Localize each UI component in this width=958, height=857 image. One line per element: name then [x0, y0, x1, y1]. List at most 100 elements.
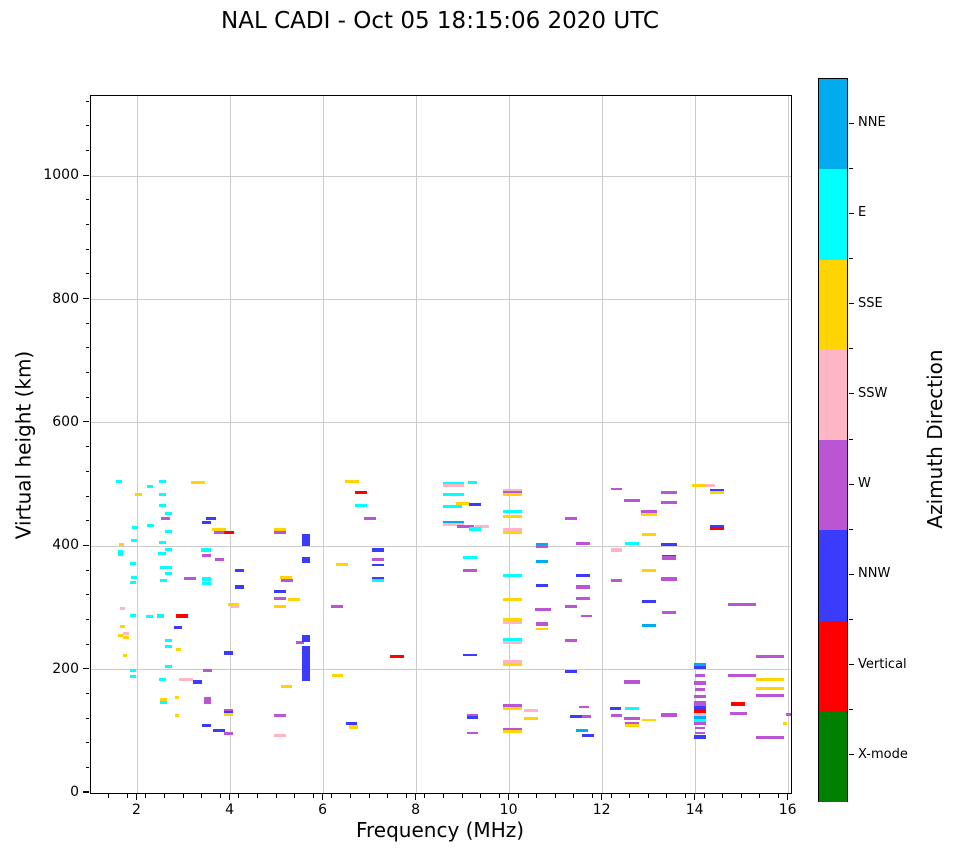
echo-mark-e — [117, 549, 124, 553]
echo-mark-w — [281, 578, 293, 582]
echo-mark-w — [610, 714, 623, 718]
echo-mark-w — [580, 614, 593, 617]
colorbar-label: Azimuth Direction — [923, 349, 947, 529]
echo-mark-sse — [134, 492, 142, 496]
echo-mark-nnw — [468, 503, 481, 507]
x-tick — [414, 794, 417, 800]
echo-mark-nnw — [372, 548, 384, 552]
y-minor-tick — [85, 125, 89, 127]
echo-mark-e — [503, 574, 522, 578]
y-minor-tick — [85, 717, 89, 719]
x-tick — [321, 794, 324, 800]
echo-mark-sse — [191, 481, 205, 485]
echo-mark-ssw — [230, 605, 240, 609]
echo-mark-v — [694, 708, 707, 714]
y-tick-label: 1000 — [43, 167, 79, 184]
echo-mark-sse — [123, 636, 129, 640]
x-axis-label: Frequency (MHz) — [355, 818, 525, 842]
y-minor-tick — [85, 766, 89, 768]
x-gridline — [323, 96, 325, 793]
echo-mark-w — [756, 654, 785, 658]
echo-mark-w — [579, 705, 589, 708]
echo-mark-e — [130, 613, 136, 617]
echo-mark-sse — [122, 653, 128, 657]
echo-mark-e — [117, 552, 124, 556]
x-minor-tick — [461, 794, 463, 798]
echo-mark-nne — [694, 715, 707, 719]
echo-mark-nnw — [206, 516, 216, 521]
echo-mark-e — [165, 639, 173, 643]
y-tick — [83, 791, 89, 793]
x-minor-tick — [424, 794, 426, 798]
colorbar — [818, 78, 848, 802]
echo-mark-w — [576, 585, 591, 589]
echo-mark-sse — [336, 562, 348, 566]
colorbar-segment-nne — [819, 79, 847, 170]
x-tick-label: 14 — [685, 802, 704, 818]
x-gridline — [416, 96, 418, 793]
echo-mark-w — [331, 605, 343, 609]
echo-mark-e — [131, 525, 138, 529]
colorbar-tick — [849, 483, 855, 485]
echo-mark-w — [372, 557, 384, 561]
echo-mark-w — [565, 516, 577, 521]
y-minor-tick — [85, 470, 89, 472]
y-tick — [83, 668, 89, 670]
x-minor-tick — [722, 794, 723, 798]
x-minor-tick — [666, 794, 668, 798]
echo-mark-nnw — [192, 680, 203, 684]
x-minor-tick — [740, 794, 742, 798]
echo-mark-ssw — [705, 484, 716, 488]
echo-mark-e — [131, 538, 138, 542]
echo-mark-sse — [782, 722, 788, 726]
x-minor-tick — [368, 794, 370, 798]
x-minor-tick — [350, 794, 351, 798]
echo-mark-w — [661, 556, 676, 560]
echo-mark-w — [503, 491, 522, 495]
echo-mark-nnw — [694, 735, 707, 739]
echo-mark-sse — [641, 568, 656, 572]
echo-mark-nnw — [581, 734, 594, 738]
colorbar-tick — [849, 122, 855, 124]
echo-mark-nnw — [202, 724, 212, 728]
echo-mark-w — [295, 640, 304, 645]
colorbar-tick-label-ssw: SSW — [858, 385, 888, 401]
echo-mark-e — [146, 615, 154, 619]
echo-mark-nne — [443, 520, 465, 524]
x-minor-tick — [647, 794, 649, 798]
echo-mark-nnw — [609, 706, 622, 711]
echo-mark-w — [364, 516, 376, 521]
x-minor-tick — [480, 794, 482, 798]
echo-mark-nne — [536, 542, 548, 546]
echo-mark-w — [274, 530, 286, 534]
x-minor-tick — [275, 794, 277, 798]
echo-mark-e — [158, 541, 166, 545]
echo-mark-sse — [692, 483, 709, 487]
echo-mark-e — [443, 505, 462, 509]
colorbar-tick-label-sse: SSE — [858, 295, 883, 311]
echo-mark-sse — [536, 627, 548, 630]
y-minor-tick — [85, 100, 89, 102]
colorbar-boundary-tick — [849, 348, 854, 350]
colorbar-tick — [849, 664, 855, 666]
echo-mark-w — [582, 714, 592, 719]
echo-mark-sse — [174, 695, 180, 699]
echo-mark-ssw — [503, 640, 522, 645]
colorbar-segment-ssw — [819, 349, 847, 441]
y-minor-tick — [85, 742, 89, 744]
echo-mark-nnw — [372, 576, 384, 580]
echo-mark-sse — [624, 724, 639, 728]
echo-mark-sse — [503, 662, 522, 666]
y-gridline — [91, 299, 791, 301]
echo-mark-nnw — [235, 568, 245, 572]
echo-mark-w — [503, 704, 522, 708]
echo-mark-w — [576, 541, 591, 545]
x-minor-tick — [387, 794, 389, 798]
echo-mark-w — [730, 711, 747, 715]
echo-mark-w — [623, 680, 641, 684]
x-minor-tick — [591, 794, 593, 798]
echo-mark-sse — [280, 575, 292, 579]
colorbar-boundary-tick — [849, 258, 854, 259]
colorbar-boundary-tick — [849, 619, 854, 620]
echo-mark-ssw — [503, 660, 522, 664]
